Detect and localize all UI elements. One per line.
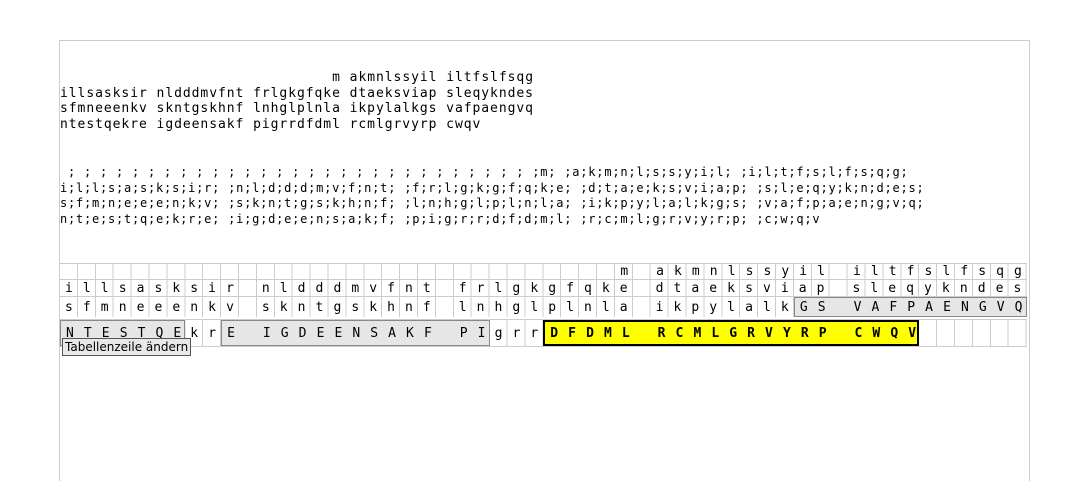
text-line: sfmneeenkv skntgskhnf lnhglplnla ikpylal… — [60, 101, 534, 116]
sequence-segment: sfmneeenkv skntgskhnf lnhglplnla ikpylal… — [65, 299, 794, 315]
sequence-segment: GS VAFPAENGVQ — [793, 297, 1027, 317]
grid-row: sfmneeenkv skntgskhnf lnhglplnla ikpylal… — [60, 296, 1027, 317]
text-line: i;l;l;s;a;s;k;s;i;r; ;n;l;d;d;d;m;v;f;n;… — [60, 180, 925, 195]
text-line: ; ; ; ; ; ; ; ; ; ; ; ; ; ; ; ; ; ; ; ; … — [60, 165, 909, 179]
sequence-segment: E IGDEENSAKF PI — [221, 320, 490, 346]
sequence-segment: kr — [190, 325, 216, 341]
grid-row: illsasksir nldddmvfnt frlgkgfqke dtaeksv… — [60, 279, 1027, 296]
panel — [59, 40, 1030, 481]
sequence-segment: grr — [494, 325, 544, 341]
text-line: s;f;m;n;e;e;e;n;k;v; ;s;k;n;t;g;s;k;h;n;… — [60, 196, 925, 210]
text-line: illsasksir nldddmvfnt frlgkgfqke dtaeksv… — [60, 85, 534, 101]
sequence-segment: DFDML RCMLGRVYRP CWQV — [543, 320, 920, 346]
grid-row: m akmnlssyil iltfslfsqg — [60, 263, 1027, 279]
semicolon-text: ; ; ; ; ; ; ; ; ; ; ; ; ; ; ; ; ; ; ; ; … — [60, 165, 925, 227]
page: m akmnlssyil iltfslfsqg illsasksir nldddm… — [59, 40, 1030, 481]
sequence-grid: m akmnlssyil iltfslfsqg illsasksir nldddm… — [60, 263, 1027, 347]
sequence-segment: m akmnlssyil iltfslfsqg — [620, 264, 1027, 279]
text-line: n;t;e;s;t;q;e;k;r;e; ;i;g;d;e;e;n;s;a;k;… — [60, 211, 821, 226]
sequence-segment: illsasksir nldddmvfnt frlgkgfqke dtaeksv… — [65, 280, 1027, 296]
text-line: ntestqekre igdeensakf pigrrdfdml rcmlgrv… — [60, 116, 482, 132]
text-line: m akmnlssyil iltfslfsqg — [332, 70, 534, 85]
tooltip: Tabellenzeile ändern — [62, 338, 192, 356]
sequence-text: m akmnlssyil iltfslfsqg illsasksir nldddm… — [60, 70, 534, 132]
